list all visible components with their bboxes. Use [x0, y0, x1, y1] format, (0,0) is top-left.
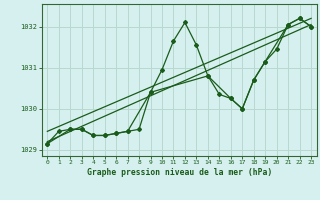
X-axis label: Graphe pression niveau de la mer (hPa): Graphe pression niveau de la mer (hPa) [87, 168, 272, 177]
